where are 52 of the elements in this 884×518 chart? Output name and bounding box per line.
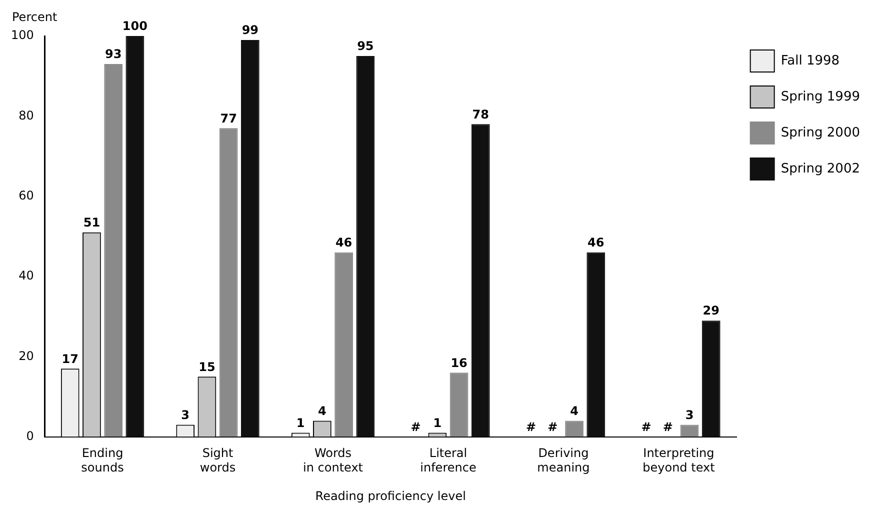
- x-tick-label: Ending sounds: [81, 446, 124, 475]
- data-label: 100: [122, 19, 148, 34]
- y-axis-title: Percent: [12, 10, 58, 24]
- legend-label: Fall 1998: [780, 53, 840, 68]
- bar: [240, 40, 260, 437]
- x-tick-label: Interpreting beyond text: [642, 446, 716, 475]
- y-tick-label: 40: [18, 268, 34, 283]
- legend-label: Spring 1999: [780, 89, 860, 104]
- bar: [104, 64, 123, 437]
- text: #: [641, 420, 652, 434]
- x-tick-label: Deriving meaning: [537, 446, 590, 475]
- bar: [126, 36, 144, 437]
- data-label: 16: [450, 356, 468, 370]
- data-label: 95: [357, 39, 374, 54]
- data-label: 51: [83, 216, 100, 230]
- y-tick-label: 100: [11, 28, 34, 42]
- y-tick-label: 80: [18, 108, 34, 122]
- x-tick-label: Words in context: [303, 446, 364, 475]
- data-label: 3: [685, 408, 694, 422]
- data-label: 29: [702, 304, 720, 318]
- data-label: 78: [472, 107, 489, 122]
- data-label: 4: [318, 404, 326, 418]
- y-tick-label: 60: [18, 188, 34, 202]
- data-label: 1: [296, 416, 305, 430]
- data-label: 3: [181, 408, 190, 422]
- data-label: 77: [220, 111, 237, 126]
- text: #: [526, 420, 536, 434]
- text: #: [548, 420, 558, 434]
- bar: [450, 372, 468, 437]
- text: #: [410, 420, 421, 434]
- y-tick-label: 20: [18, 348, 34, 363]
- legend-label: Spring 2002: [780, 161, 860, 176]
- data-label: 17: [62, 352, 78, 366]
- y-tick-label: 0: [26, 428, 34, 443]
- data-label: 46: [335, 236, 352, 250]
- data-label: 1: [433, 416, 442, 430]
- data-label: 93: [104, 47, 122, 62]
- bar: [334, 252, 353, 437]
- bar: [219, 128, 238, 437]
- text: #: [662, 420, 673, 434]
- bar: [471, 124, 490, 437]
- data-label: 15: [198, 360, 216, 374]
- data-label: 4: [570, 404, 578, 418]
- x-tick-label: Literal inference: [420, 446, 476, 475]
- x-axis-title: Reading proficiency level: [315, 488, 466, 503]
- bar: [356, 56, 375, 437]
- bar: [702, 320, 720, 437]
- x-tick-label: Sight words: [200, 446, 236, 475]
- data-label: 46: [588, 236, 604, 250]
- data-label: 99: [242, 23, 259, 38]
- bar: [586, 252, 606, 437]
- legend-label: Spring 2000: [780, 125, 860, 140]
